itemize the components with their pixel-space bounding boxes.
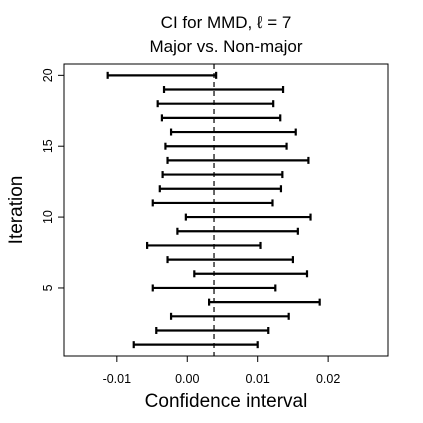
y-tick-label: 20 [41,68,55,82]
interval-16 [169,128,297,136]
interval-19 [162,86,285,94]
interval-9 [176,227,299,235]
interval-12 [158,185,283,193]
y-tick-label: 5 [41,284,55,291]
interval-6 [193,270,309,278]
interval-2 [155,326,270,334]
chart-title-line-1: CI for MMD, ℓ = 7 [161,13,292,32]
x-axis: -0.01 0.00 0.01 0.02 [103,356,340,386]
y-tick-label: 10 [41,210,55,224]
y-axis-title: Iteration [6,176,27,245]
chart-title-line-2: Major vs. Non-major [149,37,302,56]
interval-1 [132,341,259,349]
interval-13 [161,171,284,179]
x-tick-label: 0.01 [246,372,270,386]
interval-14 [166,156,310,164]
interval-18 [156,100,275,108]
interval-8 [146,241,262,249]
interval-5 [151,284,277,292]
interval-3 [169,312,290,320]
interval-7 [166,256,295,264]
plot-frame [63,63,389,357]
x-tick-label: 0.02 [316,372,340,386]
confidence-intervals [106,71,321,349]
interval-11 [151,199,274,207]
interval-20 [106,71,218,79]
x-axis-title: Confidence interval [145,391,308,412]
interval-15 [164,142,288,150]
interval-17 [160,114,282,122]
y-tick-label: 15 [41,139,55,153]
interval-4 [207,298,321,306]
interval-10 [184,213,312,221]
y-axis: 5 10 15 20 [41,68,64,291]
x-tick-label: -0.01 [103,372,132,386]
x-tick-label: 0.00 [175,372,199,386]
